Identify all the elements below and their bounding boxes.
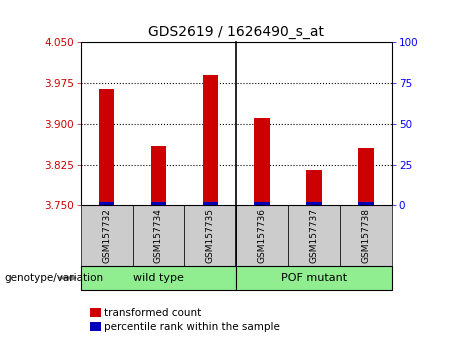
Text: genotype/variation: genotype/variation — [5, 273, 104, 283]
Text: GSM157738: GSM157738 — [361, 208, 371, 263]
Bar — [358, 148, 374, 205]
Bar — [151, 202, 166, 205]
Text: GSM157735: GSM157735 — [206, 208, 215, 263]
Bar — [202, 75, 218, 205]
Text: GSM157737: GSM157737 — [309, 208, 319, 263]
Bar — [358, 202, 374, 205]
Text: GSM157736: GSM157736 — [258, 208, 267, 263]
Bar — [99, 88, 114, 205]
Text: transformed count: transformed count — [104, 308, 201, 318]
Text: GSM157734: GSM157734 — [154, 208, 163, 263]
Bar — [306, 202, 322, 205]
Bar — [99, 202, 114, 205]
Bar — [254, 119, 270, 205]
Bar — [306, 170, 322, 205]
Bar — [202, 202, 218, 205]
Text: GSM157732: GSM157732 — [102, 208, 111, 263]
Text: POF mutant: POF mutant — [281, 273, 347, 283]
Bar — [254, 202, 270, 205]
Text: wild type: wild type — [133, 273, 184, 283]
Title: GDS2619 / 1626490_s_at: GDS2619 / 1626490_s_at — [148, 25, 324, 39]
Bar — [151, 145, 166, 205]
Text: percentile rank within the sample: percentile rank within the sample — [104, 322, 280, 332]
